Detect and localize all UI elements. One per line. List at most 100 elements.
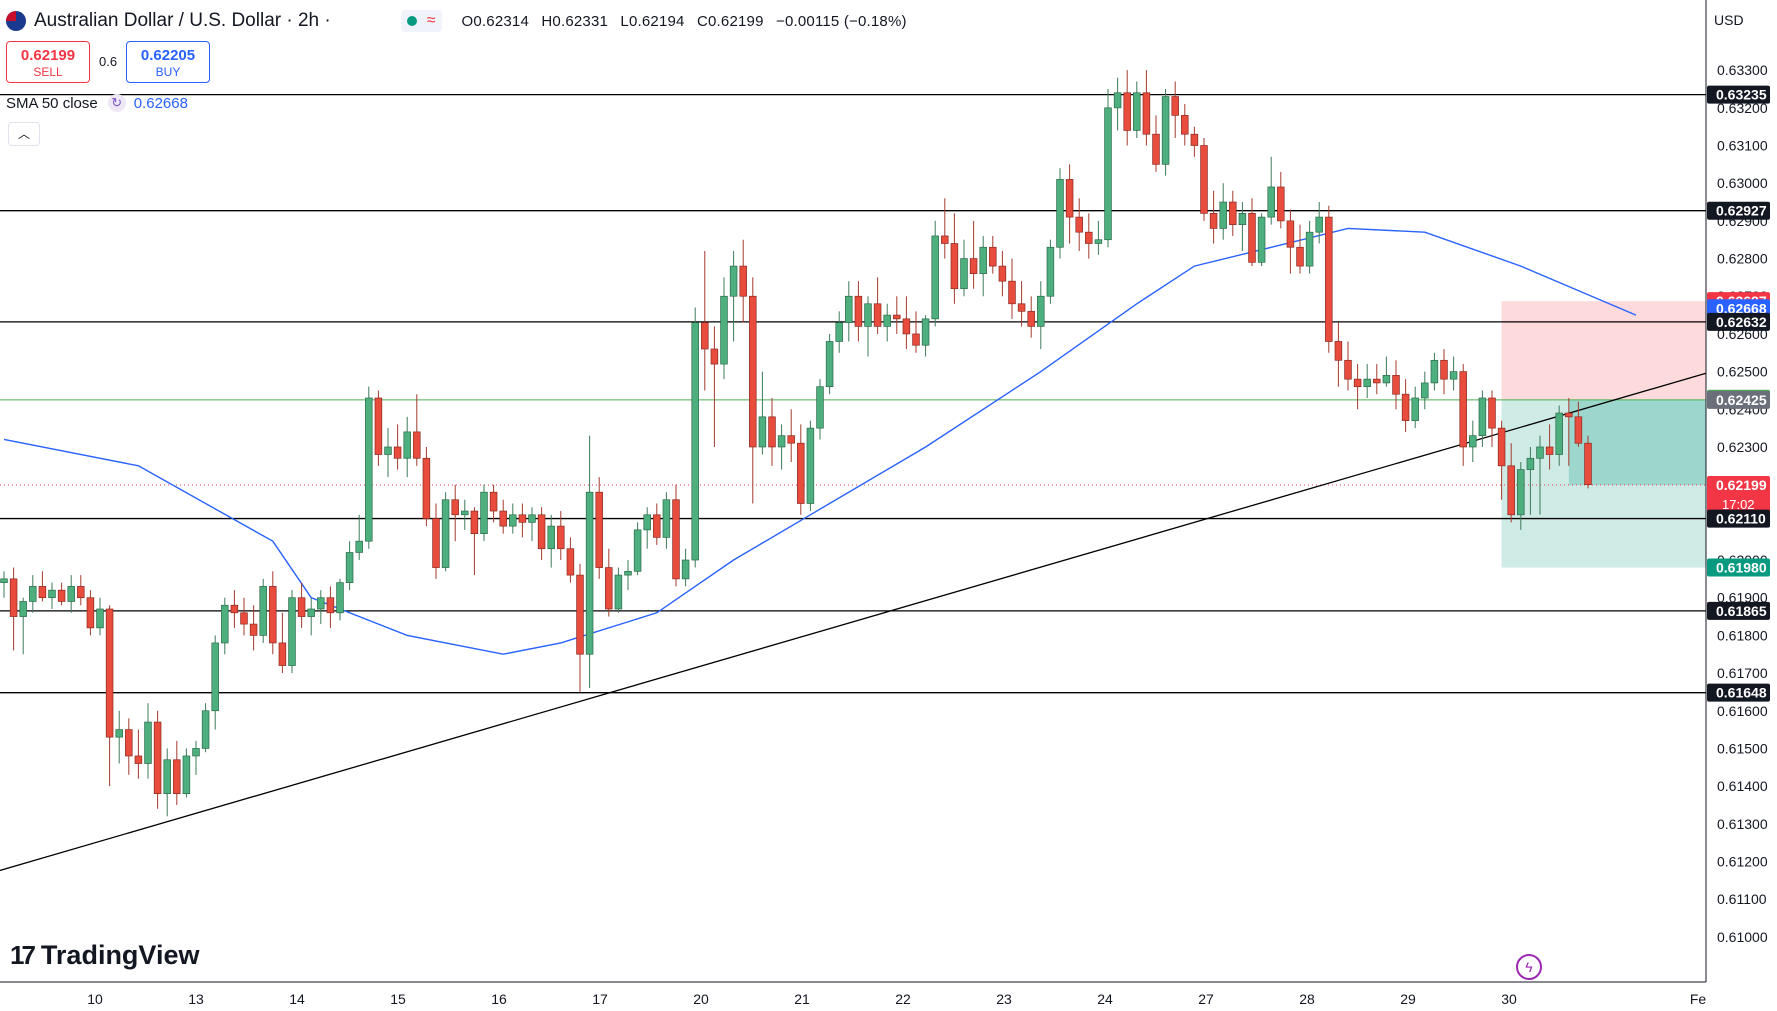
candle-body	[1507, 465, 1515, 516]
brand-name: TradingView	[40, 940, 200, 970]
candle-body	[432, 518, 440, 568]
candle-body	[413, 431, 421, 459]
candle-body	[835, 322, 843, 342]
ohlc-low: L0.62194	[620, 12, 685, 30]
price-label: 0.62110	[1716, 511, 1766, 527]
price-label: 0.61980	[1716, 560, 1767, 576]
candle-body	[1181, 115, 1189, 135]
market-status[interactable]: ≈	[400, 10, 442, 32]
x-tick-label: Fe	[1690, 991, 1707, 1007]
candle-body	[921, 318, 930, 346]
y-tick-label: 0.62300	[1717, 439, 1768, 455]
candle-body	[672, 499, 680, 580]
candle-body	[1545, 446, 1554, 455]
candle-body	[989, 246, 997, 267]
candle-body	[1430, 359, 1439, 384]
candle-body	[662, 499, 671, 538]
candle-body	[576, 574, 584, 655]
candle-body	[259, 586, 267, 636]
y-tick-label: 0.61500	[1717, 740, 1768, 756]
collapse-legend-button[interactable]: ︿	[8, 122, 40, 146]
candle-body	[1037, 295, 1045, 327]
candle-body	[1209, 212, 1218, 229]
candle-body	[1536, 446, 1544, 459]
sma-legend[interactable]: SMA 50 close ↻ 0.62668	[6, 94, 188, 112]
candle-body	[1094, 239, 1103, 244]
candle-body	[1497, 427, 1506, 467]
candle-body	[1344, 359, 1352, 380]
candle-body	[1161, 96, 1170, 165]
candle-body	[528, 514, 536, 523]
sell-button[interactable]: 0.62199 SELL	[6, 41, 90, 83]
x-tick-label: 14	[289, 991, 305, 1007]
candle-body	[1488, 397, 1496, 429]
x-tick-label: 23	[996, 991, 1012, 1007]
candle-body	[777, 435, 786, 448]
candle-body	[825, 341, 834, 388]
price-label-box	[1707, 312, 1770, 331]
market-open-dot-icon	[406, 16, 417, 26]
x-tick-label: 27	[1198, 991, 1214, 1007]
candle-body	[355, 540, 363, 553]
candle-body	[1017, 303, 1026, 312]
candle-body	[854, 295, 863, 327]
candle-body	[605, 567, 613, 610]
buy-button[interactable]: 0.62205 BUY	[126, 41, 210, 83]
candle-body	[1353, 378, 1362, 388]
candle-body	[153, 721, 162, 795]
candle-body	[960, 258, 968, 290]
candle-body	[1171, 96, 1179, 116]
candle-body	[845, 295, 853, 323]
y-tick-label: 0.62800	[1717, 251, 1768, 267]
x-tick-label: 20	[693, 991, 709, 1007]
candle-body	[77, 586, 85, 599]
candle-body	[749, 295, 757, 448]
candle-body	[950, 243, 959, 290]
symbol-title[interactable]: Australian Dollar / U.S. Dollar · 2h ·	[34, 10, 331, 31]
candle-body	[547, 525, 555, 550]
price-label-box	[1707, 558, 1770, 577]
candle-body	[1469, 435, 1477, 448]
y-tick-label: 0.61800	[1717, 627, 1768, 643]
candle-body	[883, 314, 891, 327]
price-label: 0.62425	[1716, 392, 1767, 408]
candle-body	[221, 604, 229, 644]
y-tick-label: 0.61900	[1717, 590, 1768, 606]
price-label-box	[1707, 509, 1770, 528]
currency-selector[interactable]: USD	[1714, 12, 1744, 28]
candle-body	[691, 322, 699, 561]
candle-body	[806, 427, 815, 504]
tradingview-logo[interactable]: 17 TradingView	[10, 940, 199, 971]
candle-body	[566, 548, 575, 576]
candle-body	[518, 514, 527, 523]
x-tick-label: 30	[1501, 991, 1517, 1007]
lightning-icon[interactable]: ϟ	[1516, 954, 1542, 980]
candle-body	[278, 642, 287, 666]
chart-header: Australian Dollar / U.S. Dollar · 2h · ≈…	[0, 0, 1700, 40]
candle-body	[720, 295, 728, 365]
x-tick-label: 16	[491, 991, 507, 1007]
candle-body	[38, 586, 47, 599]
candle-body	[1056, 179, 1064, 248]
y-tick-label: 0.61300	[1717, 816, 1768, 832]
candle-body	[57, 589, 66, 602]
candle-body	[1075, 216, 1083, 233]
x-tick-label: 17	[592, 991, 608, 1007]
candle-body	[624, 570, 632, 576]
y-tick-label: 0.61700	[1717, 665, 1768, 681]
refresh-icon[interactable]: ↻	[107, 94, 126, 112]
candle-body	[1334, 341, 1343, 361]
candle-body	[67, 586, 75, 602]
candle-body	[1401, 393, 1410, 421]
price-label: 0.62632	[1716, 314, 1767, 330]
candle-body	[1325, 216, 1333, 342]
candle-body	[1440, 359, 1448, 380]
buy-price: 0.62205	[140, 47, 196, 64]
bar-countdown: 17:02	[1722, 497, 1755, 512]
candle-body	[1142, 92, 1151, 135]
candle-body	[1277, 186, 1285, 222]
candle-body	[96, 608, 104, 629]
candle-body	[326, 597, 335, 614]
candle-body	[144, 721, 152, 764]
